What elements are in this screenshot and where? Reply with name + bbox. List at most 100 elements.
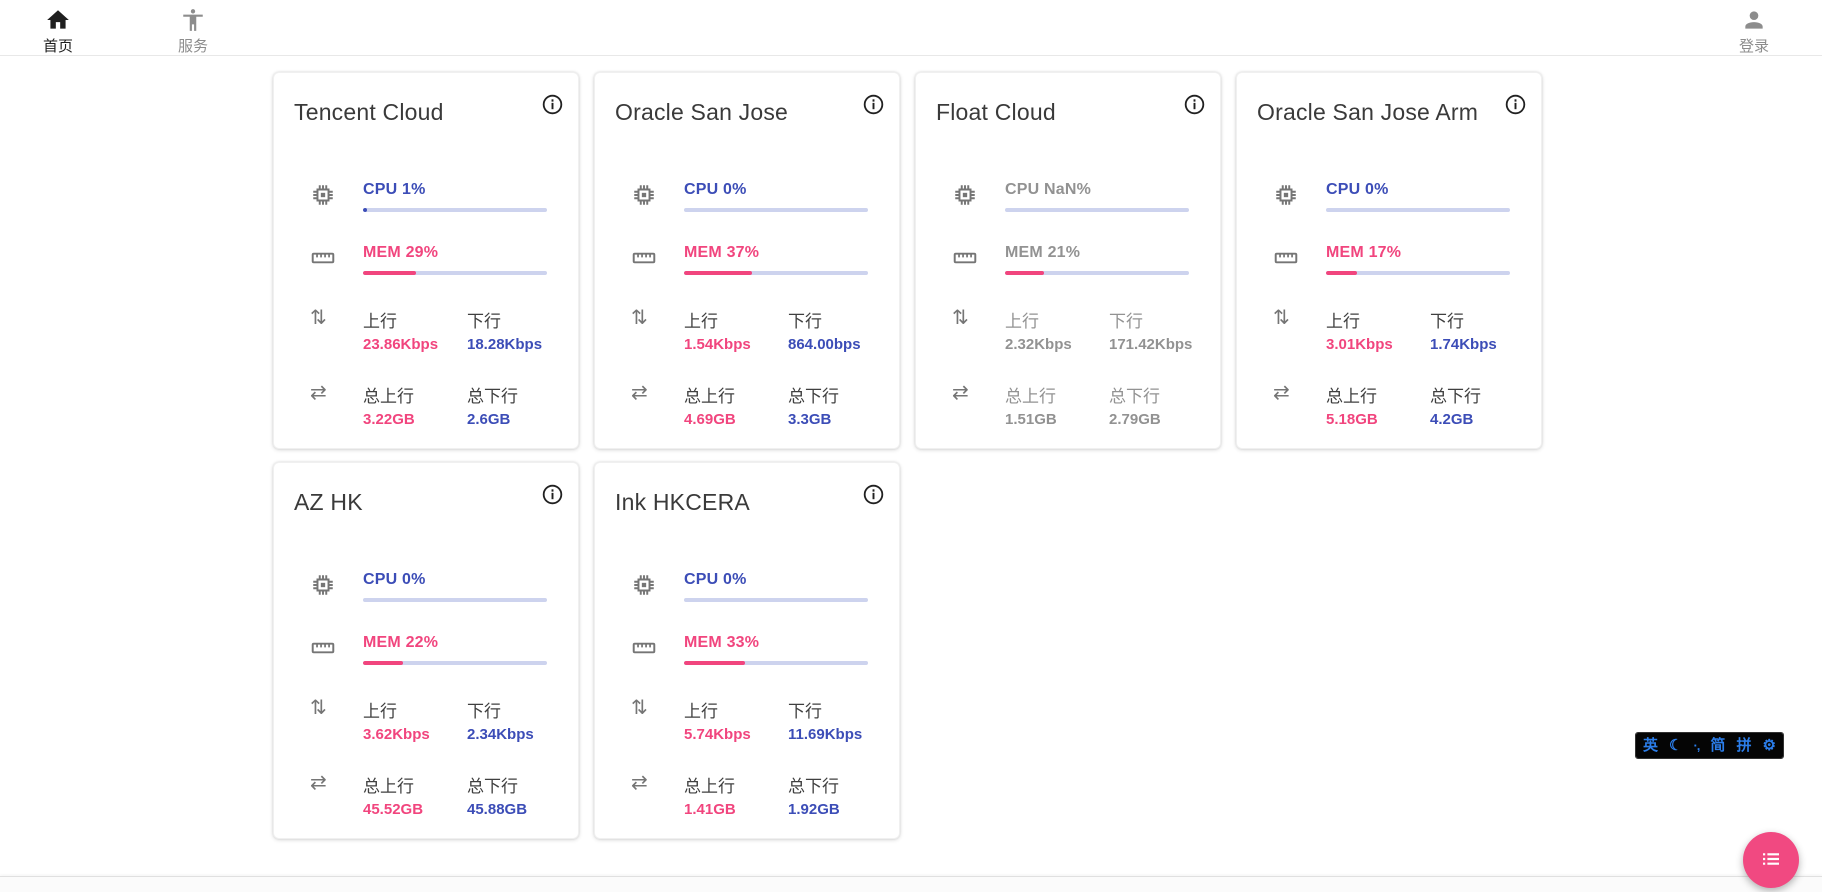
swap-arrows-icon: ⇄ <box>310 382 327 404</box>
upload-speed-value: 23.86Kbps <box>363 336 439 353</box>
ime-simplified-button[interactable]: 简 <box>1710 737 1726 754</box>
swap-arrows-icon: ⇄ <box>631 772 648 794</box>
mem-usage-label: MEM 21% <box>1005 244 1081 261</box>
server-card[interactable]: Float Cloud CPU NaN% <box>915 72 1221 449</box>
upload-speed-label: 上行 <box>1005 312 1039 331</box>
total-upload-value: 45.52GB <box>363 801 424 818</box>
speed-row: ⇅ 上行 23.86Kbps 下行 18.28Kbps <box>290 307 564 353</box>
nav-item-login[interactable]: 登录 <box>1718 7 1790 56</box>
upload-speed-value: 3.01Kbps <box>1326 336 1393 353</box>
nav-item-home[interactable]: 首页 <box>22 7 94 56</box>
up-down-arrows-icon: ⇅ <box>952 307 969 329</box>
mem-usage-label: MEM 33% <box>684 634 760 651</box>
total-download-label: 总下行 <box>1430 387 1481 406</box>
cpu-progress-bar <box>684 208 868 212</box>
server-name: Tencent Cloud <box>294 99 444 125</box>
total-upload-value: 1.41GB <box>684 801 736 818</box>
upload-speed-label: 上行 <box>1326 312 1360 331</box>
server-name: Oracle San Jose <box>615 99 789 125</box>
total-download-value: 2.79GB <box>1109 411 1161 428</box>
upload-speed-value: 1.54Kbps <box>684 336 751 353</box>
server-card[interactable]: AZ HK CPU 0% <box>273 462 579 839</box>
ime-toolbar: 英 ☾ ·, 简 拼 ⚙ <box>1635 732 1784 759</box>
moon-icon[interactable]: ☾ <box>1669 737 1683 754</box>
total-upload-label: 总上行 <box>1005 387 1056 406</box>
mem-usage-label: MEM 22% <box>363 634 439 651</box>
nav-item-services[interactable]: 服务 <box>157 7 229 56</box>
total-download-label: 总下行 <box>788 777 839 796</box>
download-speed-value: 2.34Kbps <box>467 726 534 743</box>
cpu-chip-icon <box>1253 181 1326 214</box>
memory-ruler-icon <box>290 634 363 667</box>
info-icon[interactable] <box>1504 93 1527 116</box>
server-metrics: CPU 0% MEM 33% <box>611 571 885 847</box>
cpu-usage-label: CPU 0% <box>684 571 747 588</box>
memory-ruler-icon <box>290 244 363 277</box>
cpu-row: CPU 0% <box>290 571 564 604</box>
mem-row: MEM 37% <box>611 244 885 277</box>
cpu-usage-label: CPU NaN% <box>1005 181 1092 198</box>
memory-ruler-icon <box>1253 244 1326 277</box>
download-speed-value: 11.69Kbps <box>788 726 863 743</box>
mem-progress-fill <box>1326 271 1358 275</box>
info-icon[interactable] <box>541 483 564 506</box>
server-metrics: CPU 1% MEM 29% <box>290 181 564 457</box>
speed-row: ⇅ 上行 5.74Kbps 下行 11.69Kbps <box>611 697 885 743</box>
info-icon[interactable] <box>541 93 564 116</box>
download-speed-label: 下行 <box>788 702 822 721</box>
upload-speed-value: 2.32Kbps <box>1005 336 1072 353</box>
upload-speed-value: 3.62Kbps <box>363 726 430 743</box>
mem-progress-bar <box>1005 271 1189 275</box>
ime-english-mode-button[interactable]: 英 <box>1643 737 1659 754</box>
cpu-row: CPU 0% <box>1253 181 1527 214</box>
nav-services-label: 服务 <box>177 38 208 55</box>
mem-usage-label: MEM 37% <box>684 244 760 261</box>
server-list-fab[interactable] <box>1743 832 1799 888</box>
server-card[interactable]: Tencent Cloud CPU 1% <box>273 72 579 449</box>
info-icon[interactable] <box>862 93 885 116</box>
info-icon[interactable] <box>1183 93 1206 116</box>
server-metrics: CPU 0% MEM 22% <box>290 571 564 847</box>
download-speed-label: 下行 <box>467 702 501 721</box>
server-card[interactable]: Oracle San Jose Arm CPU 0% <box>1236 72 1542 449</box>
mem-progress-fill <box>684 661 745 665</box>
total-download-label: 总下行 <box>467 387 518 406</box>
home-icon <box>22 7 94 33</box>
footer-divider <box>0 876 1822 892</box>
ime-punctuation-button[interactable]: ·, <box>1693 738 1700 753</box>
cpu-progress-bar <box>1326 208 1510 212</box>
cpu-progress-fill <box>363 208 367 212</box>
upload-speed-label: 上行 <box>684 702 718 721</box>
speed-row: ⇅ 上行 3.01Kbps 下行 1.74Kbps <box>1253 307 1527 353</box>
person-icon <box>1718 7 1790 33</box>
server-card[interactable]: Oracle San Jose CPU 0% <box>594 72 900 449</box>
speed-row: ⇅ 上行 1.54Kbps 下行 864.00bps <box>611 307 885 353</box>
speed-row: ⇅ 上行 3.62Kbps 下行 2.34Kbps <box>290 697 564 743</box>
download-speed-label: 下行 <box>788 312 822 331</box>
mem-progress-bar <box>363 271 547 275</box>
server-card[interactable]: Ink HKCERA CPU 0% <box>594 462 900 839</box>
total-upload-label: 总上行 <box>684 777 735 796</box>
download-speed-value: 18.28Kbps <box>467 336 543 353</box>
total-upload-value: 5.18GB <box>1326 411 1378 428</box>
cpu-chip-icon <box>611 181 684 214</box>
cpu-progress-bar <box>1005 208 1189 212</box>
upload-speed-value: 5.74Kbps <box>684 726 751 743</box>
cpu-row: CPU NaN% <box>932 181 1206 214</box>
ime-pinyin-button[interactable]: 拼 <box>1736 737 1752 754</box>
total-download-value: 3.3GB <box>788 411 832 428</box>
gear-icon[interactable]: ⚙ <box>1762 737 1776 754</box>
cpu-chip-icon <box>290 571 363 604</box>
server-name: AZ HK <box>294 489 363 515</box>
total-upload-label: 总上行 <box>684 387 735 406</box>
total-download-value: 4.2GB <box>1430 411 1474 428</box>
cpu-chip-icon <box>932 181 1005 214</box>
server-metrics: CPU 0% MEM 17% <box>1253 181 1527 457</box>
cpu-usage-label: CPU 1% <box>363 181 426 198</box>
accessibility-person-icon <box>157 7 229 33</box>
cpu-progress-bar <box>684 598 868 602</box>
total-upload-label: 总上行 <box>363 777 414 796</box>
total-traffic-row: ⇄ 总上行 1.41GB 总下行 1.92GB <box>611 772 885 818</box>
speed-row: ⇅ 上行 2.32Kbps 下行 171.42Kbps <box>932 307 1206 353</box>
info-icon[interactable] <box>862 483 885 506</box>
